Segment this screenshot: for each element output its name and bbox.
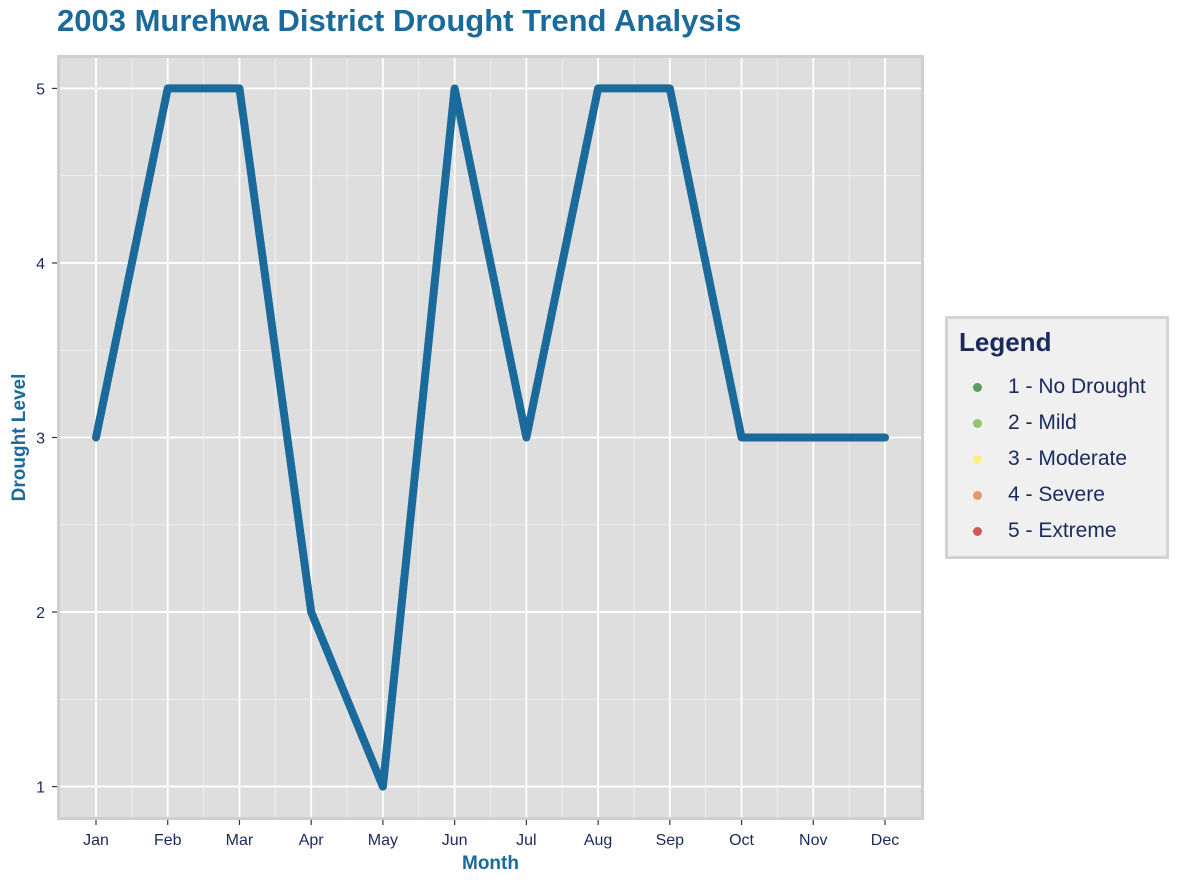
y-axis-title: Drought Level bbox=[9, 374, 30, 502]
x-tick-label: Jun bbox=[442, 832, 468, 849]
x-tick-label: Sep bbox=[656, 832, 685, 849]
data-point bbox=[237, 86, 242, 91]
x-tick-label: Feb bbox=[154, 832, 182, 849]
y-tick-label: 1 bbox=[36, 780, 45, 797]
y-tick-label: 3 bbox=[36, 431, 45, 448]
legend-item-moderate: 3 - Moderate bbox=[948, 444, 1168, 480]
series-layer bbox=[92, 84, 889, 791]
x-tick-label: Aug bbox=[584, 832, 612, 849]
x-tick-label: Dec bbox=[871, 832, 899, 849]
data-point bbox=[94, 435, 98, 440]
data-point bbox=[309, 610, 314, 615]
data-point bbox=[165, 86, 170, 91]
data-point bbox=[452, 86, 457, 91]
x-axis-title: Month bbox=[462, 853, 519, 874]
data-point bbox=[811, 435, 816, 440]
legend-dot-icon bbox=[973, 527, 982, 536]
y-tick-label: 4 bbox=[36, 256, 45, 273]
x-tick-label: Oct bbox=[729, 832, 754, 849]
x-tick-label: May bbox=[368, 832, 398, 849]
legend-label: 2 - Mild bbox=[1008, 411, 1077, 434]
legend-label: 5 - Extreme bbox=[1008, 519, 1117, 542]
legend: Legend 1 - No Drought 2 - Mild 3 - Moder… bbox=[945, 316, 1169, 559]
y-tick-label: 5 bbox=[36, 81, 45, 98]
chart-title: 2003 Murehwa District Drought Trend Anal… bbox=[57, 3, 742, 38]
x-tick-label: Jul bbox=[516, 832, 536, 849]
x-tick-label: Apr bbox=[299, 832, 325, 849]
x-tick-label: Nov bbox=[799, 832, 827, 849]
data-point bbox=[596, 86, 601, 91]
legend-dot-icon bbox=[973, 491, 982, 500]
x-tick-label: Jan bbox=[83, 832, 109, 849]
y-tick-label: 2 bbox=[36, 605, 45, 622]
series-line-drought-level bbox=[92, 84, 889, 791]
data-point bbox=[883, 435, 887, 440]
legend-label: 4 - Severe bbox=[1008, 483, 1105, 506]
data-point bbox=[667, 86, 672, 91]
legend-item-no-drought: 1 - No Drought bbox=[948, 372, 1168, 408]
data-point bbox=[739, 435, 744, 440]
legend-dot-icon bbox=[973, 419, 982, 428]
legend-label: 1 - No Drought bbox=[1008, 375, 1146, 398]
legend-dot-icon bbox=[973, 455, 982, 464]
data-point bbox=[524, 435, 529, 440]
data-point bbox=[380, 784, 385, 789]
legend-dot-icon bbox=[973, 383, 982, 392]
x-tick-label: Mar bbox=[226, 832, 254, 849]
legend-title: Legend bbox=[959, 327, 1052, 357]
axis-ticks: Jan Feb Mar Apr May Jun Jul Aug Sep Oct Nov Dec 1 2 3 4… bbox=[36, 81, 899, 849]
legend-item-mild: 2 - Mild bbox=[948, 408, 1168, 444]
legend-item-extreme: 5 - Extreme bbox=[948, 516, 1168, 552]
legend-item-severe: 4 - Severe bbox=[948, 480, 1168, 516]
legend-label: 3 - Moderate bbox=[1008, 447, 1128, 470]
